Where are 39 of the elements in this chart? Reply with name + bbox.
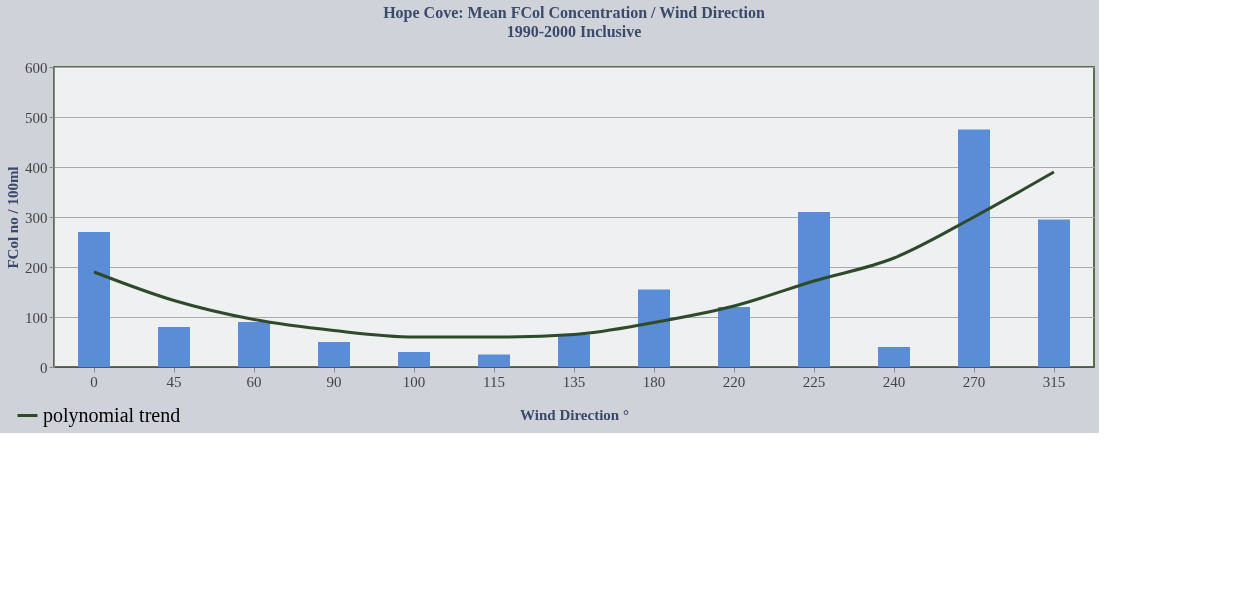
bar xyxy=(798,212,830,367)
chart-title: Hope Cove: Mean FCol Concentration / Wind Direction xyxy=(383,4,765,22)
bar xyxy=(318,342,350,367)
x-tick-label: 270 xyxy=(962,373,986,390)
legend-label: polynomial trend xyxy=(43,403,181,427)
x-tick-label: 60 xyxy=(246,373,262,390)
x-tick-label: 315 xyxy=(1042,373,1066,390)
y-tick-label: 600 xyxy=(25,59,48,76)
x-tick-label: 115 xyxy=(483,373,505,390)
y-tick-label: 500 xyxy=(25,109,48,126)
x-tick-label: 220 xyxy=(722,373,746,390)
x-tick-label: 100 xyxy=(402,373,426,390)
x-tick-label: 90 xyxy=(326,373,342,390)
bar xyxy=(718,307,750,367)
bar xyxy=(78,232,110,367)
x-tick-label: 240 xyxy=(882,373,906,390)
y-tick-label: 200 xyxy=(25,259,48,276)
x-tick-label: 45 xyxy=(166,373,182,390)
bar xyxy=(478,354,510,367)
bar xyxy=(398,352,430,367)
bar xyxy=(878,347,910,367)
x-axis-title: Wind Direction ° xyxy=(520,406,629,423)
line-series xyxy=(92,170,1056,339)
bar xyxy=(558,334,590,367)
x-tick-label: 0 xyxy=(90,373,98,390)
y-tick-label: 100 xyxy=(25,309,48,326)
bar xyxy=(638,289,670,367)
bar xyxy=(1038,219,1070,367)
y-tick-label: 300 xyxy=(25,209,48,226)
y-axis-title: FCol no / 100ml xyxy=(5,166,21,269)
x-tick-label: 135 xyxy=(562,373,586,390)
y-tick-label: 0 xyxy=(40,359,48,376)
chart-subtitle: 1990-2000 Inclusive xyxy=(506,23,642,40)
bar xyxy=(958,129,990,367)
y-tick-label: 400 xyxy=(25,159,48,176)
x-tick-label: 225 xyxy=(802,373,826,390)
x-tick-label: 180 xyxy=(642,373,666,390)
bar xyxy=(238,322,270,367)
bar xyxy=(158,327,190,367)
